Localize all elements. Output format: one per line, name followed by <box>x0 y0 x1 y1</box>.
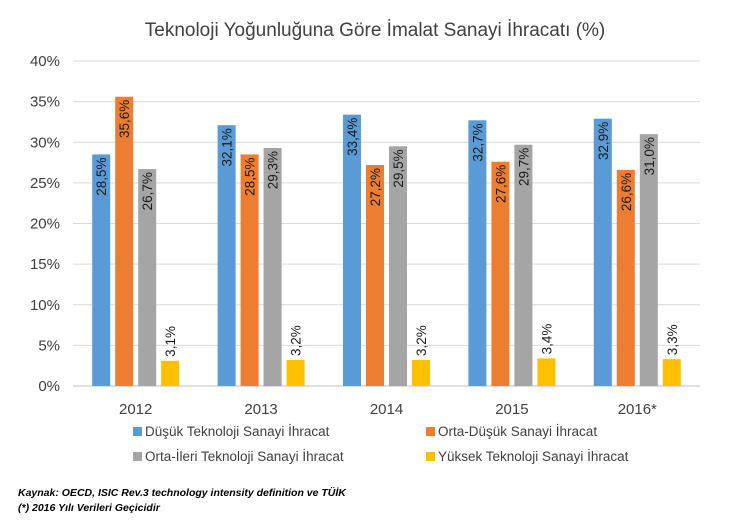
bar <box>616 169 635 386</box>
y-tick-label: 10% <box>30 297 60 314</box>
bar <box>514 144 533 386</box>
data-label: 26,6% <box>619 173 634 211</box>
x-category-label: 2016* <box>618 401 657 418</box>
legend-swatch <box>426 427 435 436</box>
bar <box>491 161 510 386</box>
legend-swatch <box>426 452 435 461</box>
y-tick-label: 0% <box>38 378 60 395</box>
bar <box>662 359 681 386</box>
y-tick-label: 15% <box>30 256 60 273</box>
y-axis-ticks: 0% 5% 10% 15% 20% 25% 30% 35% 40% <box>30 53 60 395</box>
bar <box>92 154 111 386</box>
data-label: 32,7% <box>470 123 485 161</box>
y-tick-label: 20% <box>30 216 60 233</box>
x-category-label: 2015 <box>495 401 528 418</box>
bar <box>537 358 556 386</box>
legend-swatch <box>133 452 142 461</box>
data-label: 35,6% <box>117 100 132 138</box>
bar <box>138 169 157 386</box>
legend-swatch <box>133 427 142 436</box>
bar <box>343 114 361 386</box>
chart-title: Teknoloji Yoğunluğuna Göre İmalat Sanayi… <box>145 20 606 41</box>
legend-label: Orta-Düşük Sanayi İhracat <box>438 424 597 439</box>
data-label: 3,1% <box>163 326 178 357</box>
y-tick-label: 5% <box>38 337 60 354</box>
legend: Düşük Teknoloji Sanayi İhracat Orta-Düşük… <box>133 424 629 464</box>
data-label: 33,4% <box>345 118 360 156</box>
legend-label: Düşük Teknoloji Sanayi İhracat <box>145 424 330 439</box>
bar <box>639 134 658 386</box>
data-label: 27,2% <box>368 168 383 206</box>
x-category-label: 2012 <box>119 401 152 418</box>
data-label: 29,5% <box>391 149 406 187</box>
bar <box>263 147 282 386</box>
legend-label: Orta-İleri Teknoloji Sanayi İhracat <box>145 449 344 464</box>
y-tick-label: 35% <box>30 94 60 111</box>
bar <box>389 146 407 386</box>
bar <box>468 120 487 386</box>
x-category-label: 2013 <box>244 401 277 418</box>
x-category-label: 2014 <box>370 401 403 418</box>
data-label: 3,3% <box>665 324 680 355</box>
bar <box>366 165 384 386</box>
data-label: 3,2% <box>414 325 429 356</box>
data-label: 31,0% <box>642 137 657 175</box>
legend-label: Yüksek Teknoloji Sanayi İhracat <box>438 449 629 464</box>
x-axis-categories: 2012 2013 2014 2015 2016* <box>119 401 657 418</box>
y-tick-label: 25% <box>30 175 60 192</box>
bar <box>240 154 259 386</box>
data-label: 32,1% <box>220 128 235 166</box>
data-label: 32,9% <box>596 122 611 160</box>
data-label: 29,3% <box>266 151 281 189</box>
bar <box>412 360 430 386</box>
gridlines <box>73 60 700 387</box>
source-note: Kaynak: OECD, ISIC Rev.3 technology inte… <box>18 487 346 499</box>
data-label: 28,5% <box>243 157 258 195</box>
bars <box>92 96 681 386</box>
bar <box>593 118 612 386</box>
y-tick-label: 40% <box>30 53 60 70</box>
bar <box>217 125 236 386</box>
y-tick-label: 30% <box>30 134 60 151</box>
data-labels: 28,5% 35,6% 26,7% 3,1% 32,1% 28,5% 29,3% 3,2% 33… <box>94 100 680 357</box>
data-label: 26,7% <box>140 172 155 210</box>
data-label: 28,5% <box>94 157 109 195</box>
provisional-note: (*) 2016 Yılı Verileri Geçicidir <box>18 502 160 514</box>
bar <box>115 96 134 386</box>
data-label: 29,7% <box>516 148 531 186</box>
bar <box>286 360 305 386</box>
data-label: 27,6% <box>493 165 508 203</box>
data-label: 3,4% <box>539 324 554 355</box>
bar <box>161 360 180 386</box>
data-label: 3,2% <box>289 325 304 356</box>
